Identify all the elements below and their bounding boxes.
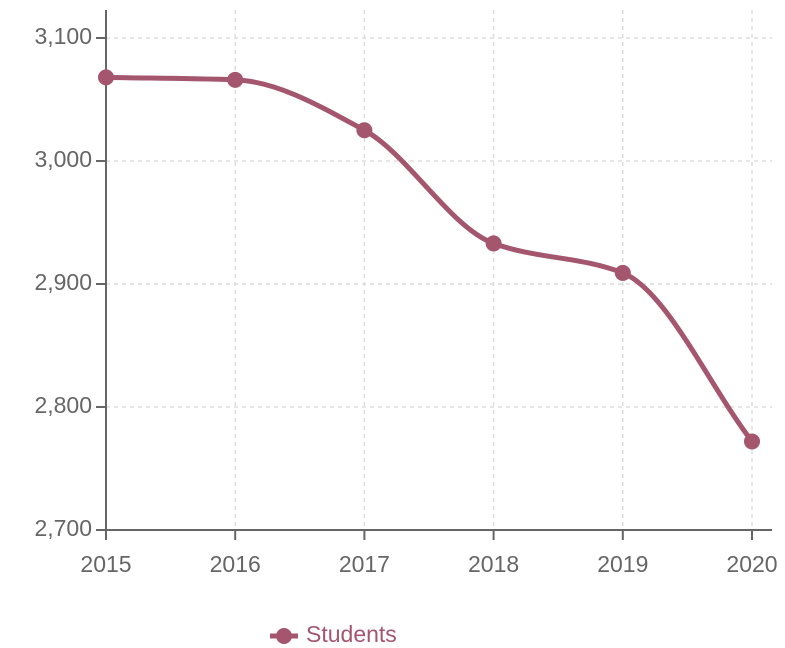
legend-marker — [276, 628, 292, 644]
legend-label: Students — [306, 621, 397, 647]
point — [744, 433, 760, 450]
x-tick-label: 2020 — [726, 551, 777, 577]
x-tick-label: 2015 — [80, 551, 131, 577]
y-tick-label: 3,000 — [34, 146, 92, 172]
point — [98, 69, 114, 86]
y-tick-label: 3,100 — [34, 23, 92, 49]
x-tick-label: 2016 — [210, 551, 261, 577]
x-tick-label: 2018 — [468, 551, 519, 577]
y-tick-label: 2,800 — [34, 392, 92, 418]
y-tick-label: 2,900 — [34, 269, 92, 295]
y-tick-label: 2,700 — [34, 515, 92, 541]
x-tick-label: 2019 — [597, 551, 648, 577]
point — [227, 71, 244, 88]
point — [485, 235, 502, 252]
x-tick-label: 2017 — [339, 551, 390, 577]
point — [356, 122, 373, 139]
point — [614, 264, 631, 281]
line — [105, 74, 754, 443]
